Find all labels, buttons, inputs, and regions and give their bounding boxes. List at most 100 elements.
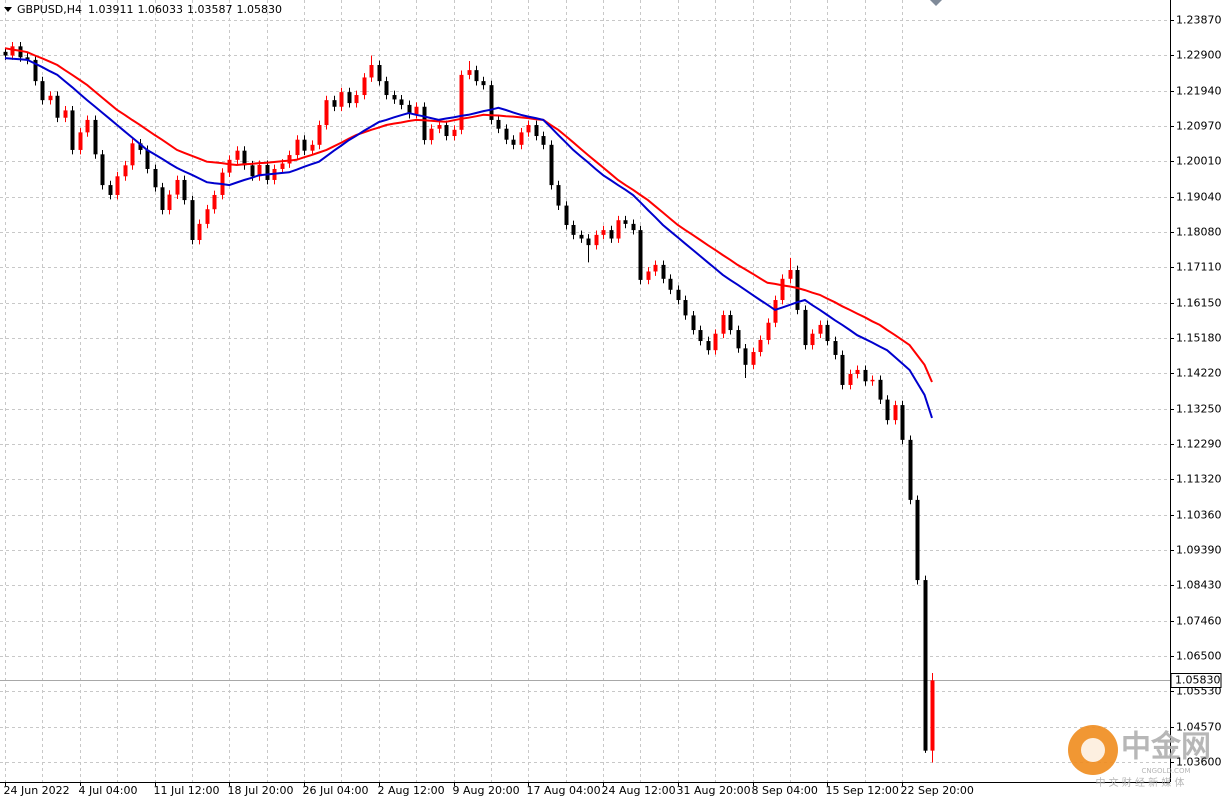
x-tick-label: 8 Sep 04:00 [752,784,818,797]
candle-body [70,110,75,150]
shift-marker[interactable] [930,0,942,6]
candle-body [182,179,187,201]
x-tick-label: 24 Jun 2022 [4,784,70,797]
candle-body [250,165,255,177]
candle-body [855,369,860,374]
candle-body [235,150,240,160]
candle-body [167,194,172,210]
candle-body [534,125,539,137]
moving-average-line [4,47,933,383]
y-tick-label: 1.15180 [1176,332,1222,345]
candle-body [833,341,838,355]
candle-body [310,144,315,151]
moving-average-line [4,57,933,419]
x-tick-label: 17 Aug 04:00 [527,784,601,797]
candle-body [661,264,666,279]
x-tick-label: 24 Aug 12:00 [602,784,676,797]
watermark: 中金网 CNGOLD.COM 中 文 财 经 新 媒 体 [1068,725,1211,789]
candle-body [773,300,778,323]
candle-body [571,224,576,235]
candle-body [302,139,307,151]
candle-body [751,352,756,365]
candle-body [399,99,404,105]
candle-body [810,333,815,346]
candle-body [414,106,419,115]
x-tick-label: 4 Jul 04:00 [79,784,138,797]
candle-body [48,95,53,101]
candle-body [18,46,23,58]
candle-body [78,132,83,150]
y-tick-label: 1.17110 [1176,261,1222,274]
y-tick-label: 1.06500 [1176,650,1222,663]
y-tick-label: 1.13250 [1176,403,1222,416]
candle-body [795,270,800,310]
candle-body [459,74,464,130]
candle-body [601,230,606,235]
candle-body [429,128,434,141]
candle-body [93,119,98,155]
candle-body [3,51,8,56]
candle-body [519,132,524,145]
candle-body [766,322,771,340]
candle-body [33,59,38,82]
chart-header: GBPUSD,H4 1.03911 1.06033 1.03587 1.05830 [17,3,282,16]
candle-body [549,144,554,186]
candle-body [511,139,516,145]
candle-body [145,149,150,169]
header-close: 1.05830 [236,3,282,16]
candle-body [384,81,389,96]
y-tick-label: 1.09390 [1176,544,1222,557]
candle-body [108,185,113,195]
last-price-label: 1.05830 [1175,674,1221,687]
x-tick-label: 9 Aug 20:00 [453,784,520,797]
header-low: 1.03587 [187,3,233,16]
candle-body [437,125,442,129]
candle-body [870,379,875,382]
menu-triangle[interactable] [4,7,12,12]
candle-body [586,238,591,246]
candle-body [579,234,584,239]
candle-body [840,354,845,385]
candle-body [63,110,68,118]
candle-body [452,129,457,137]
y-tick-label: 1.10360 [1176,509,1222,522]
x-tick-label: 22 Sep 20:00 [901,784,974,797]
candle-body [287,155,292,164]
candle-body [893,405,898,421]
candle-body [339,92,344,107]
candle-body [280,163,285,169]
candle-body [100,154,105,186]
candle-body [728,315,733,331]
candle-body [923,580,928,751]
candle-body [467,70,472,75]
candle-body [818,324,823,334]
candle-body [115,176,120,195]
candle-body [138,143,143,150]
y-tick-label: 1.03600 [1176,756,1222,769]
candle-body [900,405,905,440]
x-tick-label: 18 Jul 20:00 [228,784,294,797]
candle-body [332,100,337,107]
candle-body [908,439,913,500]
candle-body [407,104,412,115]
candle-body [481,81,486,86]
symbol: GBPUSD,H4 [17,3,82,16]
y-tick-label: 1.08430 [1176,579,1222,592]
candle-body [377,65,382,82]
y-tick-label: 1.20970 [1176,120,1222,133]
candle-body [265,164,270,180]
candle-body [392,95,397,100]
candle-body [10,46,15,56]
grid [0,0,1170,782]
y-tick-label: 1.21940 [1176,85,1222,98]
candle-body [40,81,45,101]
candle-body [863,369,868,382]
y-tick-label: 1.20010 [1176,155,1222,168]
candle-body [758,339,763,353]
y-tick-label: 1.18080 [1176,226,1222,239]
candle-body [631,223,636,231]
candle-body [526,125,531,133]
candle-body [848,373,853,385]
y-tick-label: 1.12290 [1176,438,1222,451]
y-tick-label: 1.23870 [1176,14,1222,27]
